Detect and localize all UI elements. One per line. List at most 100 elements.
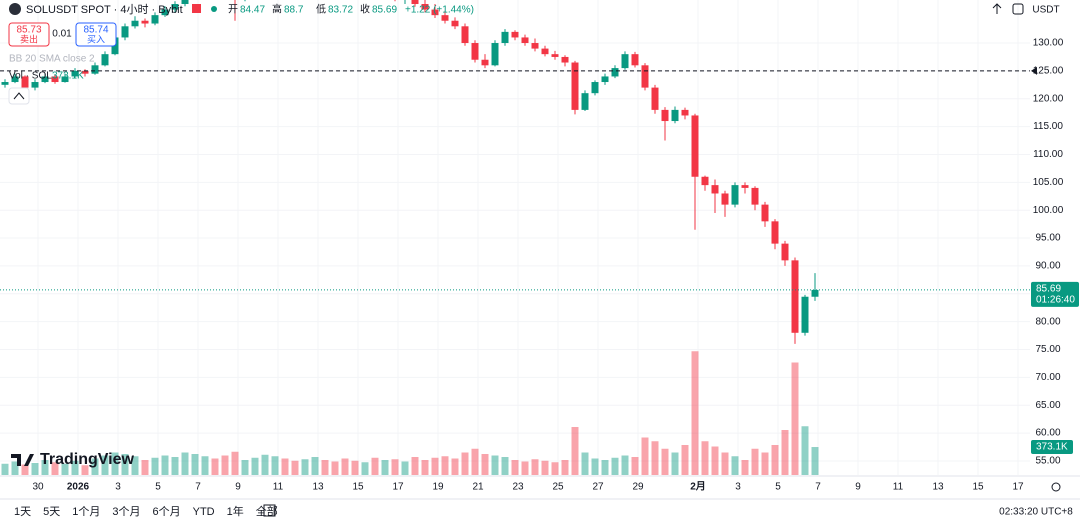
candle-body <box>101 54 109 66</box>
volume-bar <box>621 455 629 475</box>
volume-bar <box>481 454 489 475</box>
volume-bar <box>21 464 29 475</box>
x-tick-label: 9 <box>235 482 241 493</box>
x-tick-label: 11 <box>273 482 284 493</box>
volume-bar <box>291 460 299 475</box>
y-tick-label: 60.00 <box>1035 428 1060 439</box>
volume-bar <box>371 457 379 475</box>
buy-button[interactable] <box>75 22 117 47</box>
range-button[interactable]: 全部 <box>256 504 278 518</box>
range-button[interactable]: 1天 <box>14 506 31 518</box>
volume-bar <box>491 455 499 475</box>
volume-bar <box>721 452 729 475</box>
last-volume-box <box>1031 440 1073 455</box>
ohlc-key: 低 <box>316 3 326 16</box>
fullscreen-icon[interactable] <box>1012 3 1024 15</box>
spread: 0.01 <box>52 29 72 40</box>
range-button[interactable]: 3个月 <box>112 505 140 518</box>
volume-bar <box>691 351 699 475</box>
range-button[interactable]: 1个月 <box>72 505 100 518</box>
volume-bar <box>781 430 789 475</box>
candle-body <box>31 82 39 88</box>
y-tick-label: 130.00 <box>1033 38 1064 49</box>
candle-body <box>41 76 49 83</box>
volume-bar <box>341 458 349 475</box>
candle-body <box>611 68 619 77</box>
currency[interactable]: USDT <box>1032 5 1059 16</box>
volume-bar <box>511 460 519 475</box>
candle-body <box>471 43 479 60</box>
x-tick-label: 15 <box>972 482 984 493</box>
symbol-icon <box>9 3 21 15</box>
x-tick-label: 13 <box>312 482 324 493</box>
y-tick-label: 125.00 <box>1033 66 1064 77</box>
volume-bar <box>531 459 539 475</box>
volume-bar <box>71 460 79 475</box>
volume-bar <box>361 462 369 475</box>
y-tick-label: 110.00 <box>1033 149 1063 160</box>
volume-bar <box>41 460 49 475</box>
volume-bar <box>351 460 359 475</box>
x-tick-label: 3 <box>735 482 741 493</box>
volume-bar <box>241 460 249 475</box>
volume-bar <box>471 448 479 475</box>
y-tick-label: 90.00 <box>1035 261 1060 272</box>
candle-body <box>481 59 489 66</box>
volume-bar <box>31 463 39 475</box>
volume-bar <box>671 452 679 475</box>
candle-body <box>601 76 609 83</box>
settings-icon[interactable] <box>1051 482 1061 492</box>
x-tick-label: 2026 <box>67 482 90 493</box>
ohlc-value: 85.69 <box>372 5 397 16</box>
y-tick-label: 55.00 <box>1035 456 1060 467</box>
candle-body <box>461 26 469 44</box>
date-range-icon[interactable] <box>263 504 276 517</box>
candle-body <box>761 204 769 222</box>
candle-body <box>751 187 759 205</box>
logo: TradingView <box>40 451 135 468</box>
collapse-button[interactable] <box>8 87 30 105</box>
candle-body <box>551 54 559 57</box>
candle-body <box>581 93 589 110</box>
volume-bar <box>561 460 569 475</box>
volume-bar <box>201 456 209 475</box>
volume-bar <box>251 457 259 475</box>
volume-bar <box>321 460 329 475</box>
volume-bar <box>141 460 149 475</box>
candle-body <box>561 56 569 63</box>
candle-body <box>571 62 579 110</box>
candle-body <box>771 221 779 244</box>
volume-bar <box>381 460 389 475</box>
range-button[interactable]: 6个月 <box>153 505 181 518</box>
candle-body <box>541 48 549 55</box>
up-icon[interactable] <box>992 3 1002 14</box>
range-button[interactable]: YTD <box>193 506 215 518</box>
y-tick-label: 115.00 <box>1033 121 1063 132</box>
volume-bar <box>811 447 819 475</box>
range-button[interactable]: 5天 <box>43 506 60 518</box>
candle-body <box>171 4 179 10</box>
volume-bar <box>391 459 399 475</box>
x-tick-label: 13 <box>932 482 944 493</box>
y-tick-label: 120.00 <box>1033 93 1064 104</box>
candle-body <box>141 20 149 24</box>
volume-bar <box>271 456 279 475</box>
volume-bar <box>701 441 709 475</box>
volume-bar <box>1 463 9 475</box>
x-tick-label: 29 <box>632 482 644 493</box>
sell-button[interactable] <box>8 22 50 47</box>
ask-price: 85.74 <box>83 25 108 36</box>
candle-body <box>61 76 69 83</box>
volume-bar <box>571 427 579 475</box>
countdown: 01:26:40 <box>1036 295 1075 306</box>
logo-icon <box>11 454 34 466</box>
volume-bar <box>681 445 689 475</box>
volume-bar <box>751 448 759 475</box>
volume-bar <box>631 457 639 475</box>
candle-body <box>411 0 419 5</box>
bid-label: 卖出 <box>20 33 38 44</box>
candle-body <box>531 43 539 49</box>
range-button[interactable]: 1年 <box>227 504 244 518</box>
volume-bar <box>121 454 129 475</box>
